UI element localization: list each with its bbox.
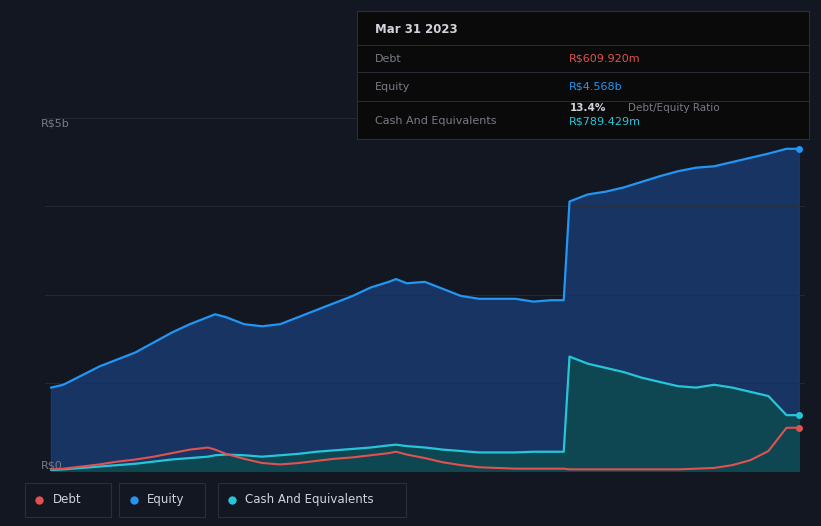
Bar [218, 483, 406, 517]
Text: Equity: Equity [375, 82, 410, 92]
Text: Debt: Debt [375, 54, 402, 64]
Text: Cash And Equivalents: Cash And Equivalents [245, 493, 374, 506]
Text: R$4.568b: R$4.568b [570, 82, 623, 92]
Text: R$5b: R$5b [41, 118, 70, 128]
Bar [25, 483, 111, 517]
Text: Debt: Debt [53, 493, 81, 506]
Text: 13.4%: 13.4% [570, 103, 606, 113]
Text: Mar 31 2023: Mar 31 2023 [375, 23, 458, 36]
Bar [119, 483, 205, 517]
Text: Cash And Equivalents: Cash And Equivalents [375, 116, 497, 126]
Text: Debt/Equity Ratio: Debt/Equity Ratio [628, 103, 720, 113]
Text: R$609.920m: R$609.920m [570, 54, 641, 64]
Text: Equity: Equity [147, 493, 185, 506]
Text: R$0: R$0 [41, 461, 63, 471]
Text: R$789.429m: R$789.429m [570, 116, 641, 126]
